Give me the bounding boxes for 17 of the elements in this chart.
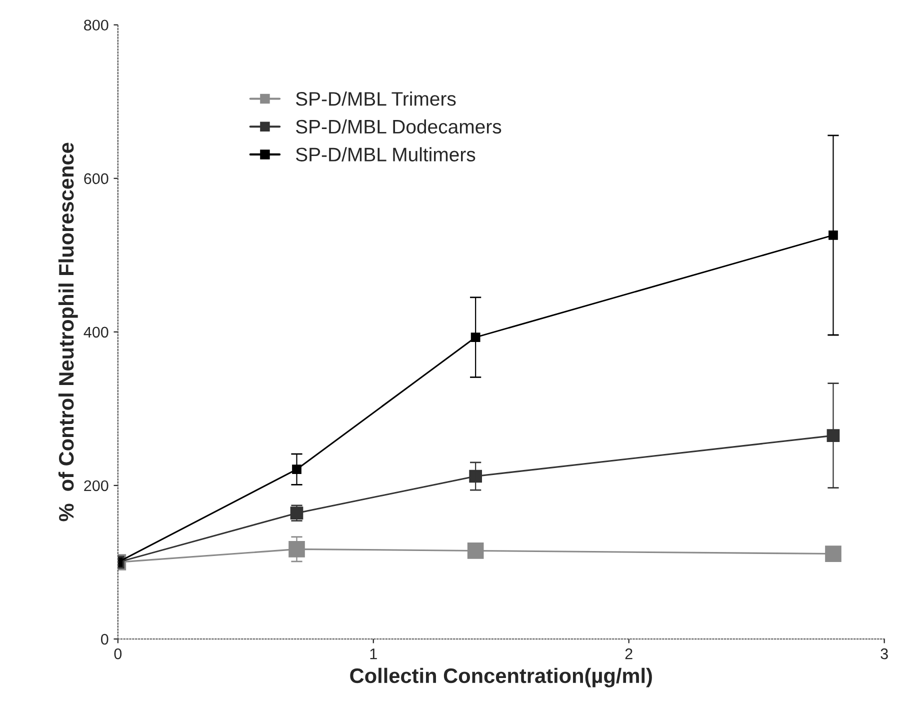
y-tick-label: 200 <box>84 480 108 492</box>
x-axis-title: Collectin Concentration(µg/ml) <box>350 668 652 688</box>
legend-label: SP-D/MBL Trimers <box>296 91 456 106</box>
y-tick-label: 800 <box>84 20 108 31</box>
y-tick-label: 0 <box>100 634 108 645</box>
legend-label: SP-D/MBL Dodecamers <box>296 119 502 134</box>
y-tick-label: 600 <box>84 173 108 184</box>
x-tick-label: 0 <box>114 648 122 660</box>
y-axis-title: % of Control Neutrophil Fluorescence <box>58 142 78 522</box>
point <box>470 332 480 342</box>
legend-label: SP-D/MBL Multimers <box>296 147 476 162</box>
x-tick-label: 2 <box>625 648 632 660</box>
x-tick-label: 3 <box>880 648 888 660</box>
y-tick-label: 400 <box>84 326 108 338</box>
point <box>469 470 482 483</box>
x-tick-label: 1 <box>370 648 377 660</box>
point <box>288 541 305 558</box>
